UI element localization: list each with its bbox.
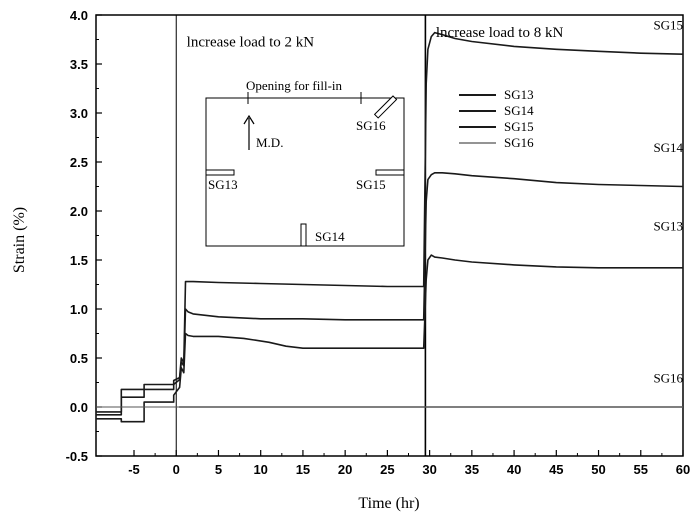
y-tick-label: 0.0	[70, 400, 88, 415]
y-axis-ticks: -0.5 0.0 0.5 1.0 1.5 2.0 2.5 3.0 3.5 4.0	[66, 8, 102, 464]
y-tick-label: 0.5	[70, 351, 88, 366]
x-tick-label: 35	[465, 462, 479, 477]
series-label-sg13: SG13	[653, 219, 683, 234]
series-group	[96, 31, 683, 423]
x-tick-label: 15	[296, 462, 310, 477]
x-tick-label: 30	[422, 462, 436, 477]
y-tick-label: 3.0	[70, 106, 88, 121]
x-tick-label: 25	[380, 462, 394, 477]
series-end-labels: SG15 SG14 SG13 SG16	[653, 18, 683, 386]
y-tick-label: 4.0	[70, 8, 88, 23]
legend-label-sg13: SG13	[504, 87, 534, 102]
x-tick-label: -5	[128, 462, 140, 477]
legend-label-sg15: SG15	[504, 119, 534, 134]
x-tick-label: 5	[215, 462, 222, 477]
sg14-gauge	[300, 223, 307, 247]
x-axis-ticks: -5 0 5 10 15 20 25 30 35 40 45 50 55 60	[128, 450, 690, 477]
sg16-gauge	[373, 95, 398, 119]
series-line-sg14	[96, 172, 683, 416]
y-tick-label: 1.0	[70, 302, 88, 317]
opening-label: Opening for fill-in	[246, 78, 343, 93]
x-tick-label: 40	[507, 462, 521, 477]
y-tick-label: 2.0	[70, 204, 88, 219]
annotations: lncrease load to 2 kN lncrease load to 8 …	[187, 25, 564, 51]
inset-sg16-label: SG16	[356, 118, 386, 133]
x-tick-label: 60	[676, 462, 690, 477]
x-tick-label: 20	[338, 462, 352, 477]
inset-sg14-label: SG14	[315, 229, 345, 244]
x-tick-label: 50	[591, 462, 605, 477]
sg15-gauge	[375, 169, 405, 176]
series-label-sg15: SG15	[653, 18, 683, 33]
series-label-sg14: SG14	[653, 140, 683, 155]
series-label-sg16: SG16	[653, 371, 683, 386]
sg13-gauge	[205, 169, 235, 176]
annotation-1: lncrease load to 2 kN	[187, 35, 315, 51]
x-axis-title: Time (hr)	[358, 495, 419, 512]
x-tick-label: 0	[173, 462, 180, 477]
y-axis-title: Strain (%)	[11, 207, 28, 273]
inset-sg13-label: SG13	[208, 177, 238, 192]
y-tick-label: 1.5	[70, 253, 88, 268]
annotation-2: lncrease load to 8 kN	[436, 25, 564, 41]
x-tick-label: 45	[549, 462, 563, 477]
x-tick-label: 55	[634, 462, 648, 477]
series-line-sg13	[96, 254, 683, 423]
legend-label-sg16: SG16	[504, 135, 534, 150]
md-arrow-icon	[243, 114, 255, 125]
y-tick-label: 3.5	[70, 57, 88, 72]
inset-sg15-label: SG15	[356, 177, 386, 192]
legend-label-sg14: SG14	[504, 103, 534, 118]
x-tick-label: 10	[253, 462, 267, 477]
y-tick-label: -0.5	[66, 449, 88, 464]
y-tick-label: 2.5	[70, 155, 88, 170]
inset-diagram: Opening for fill-in M.D. SG16 SG13 SG15 …	[205, 78, 405, 247]
md-label: M.D.	[256, 135, 283, 150]
